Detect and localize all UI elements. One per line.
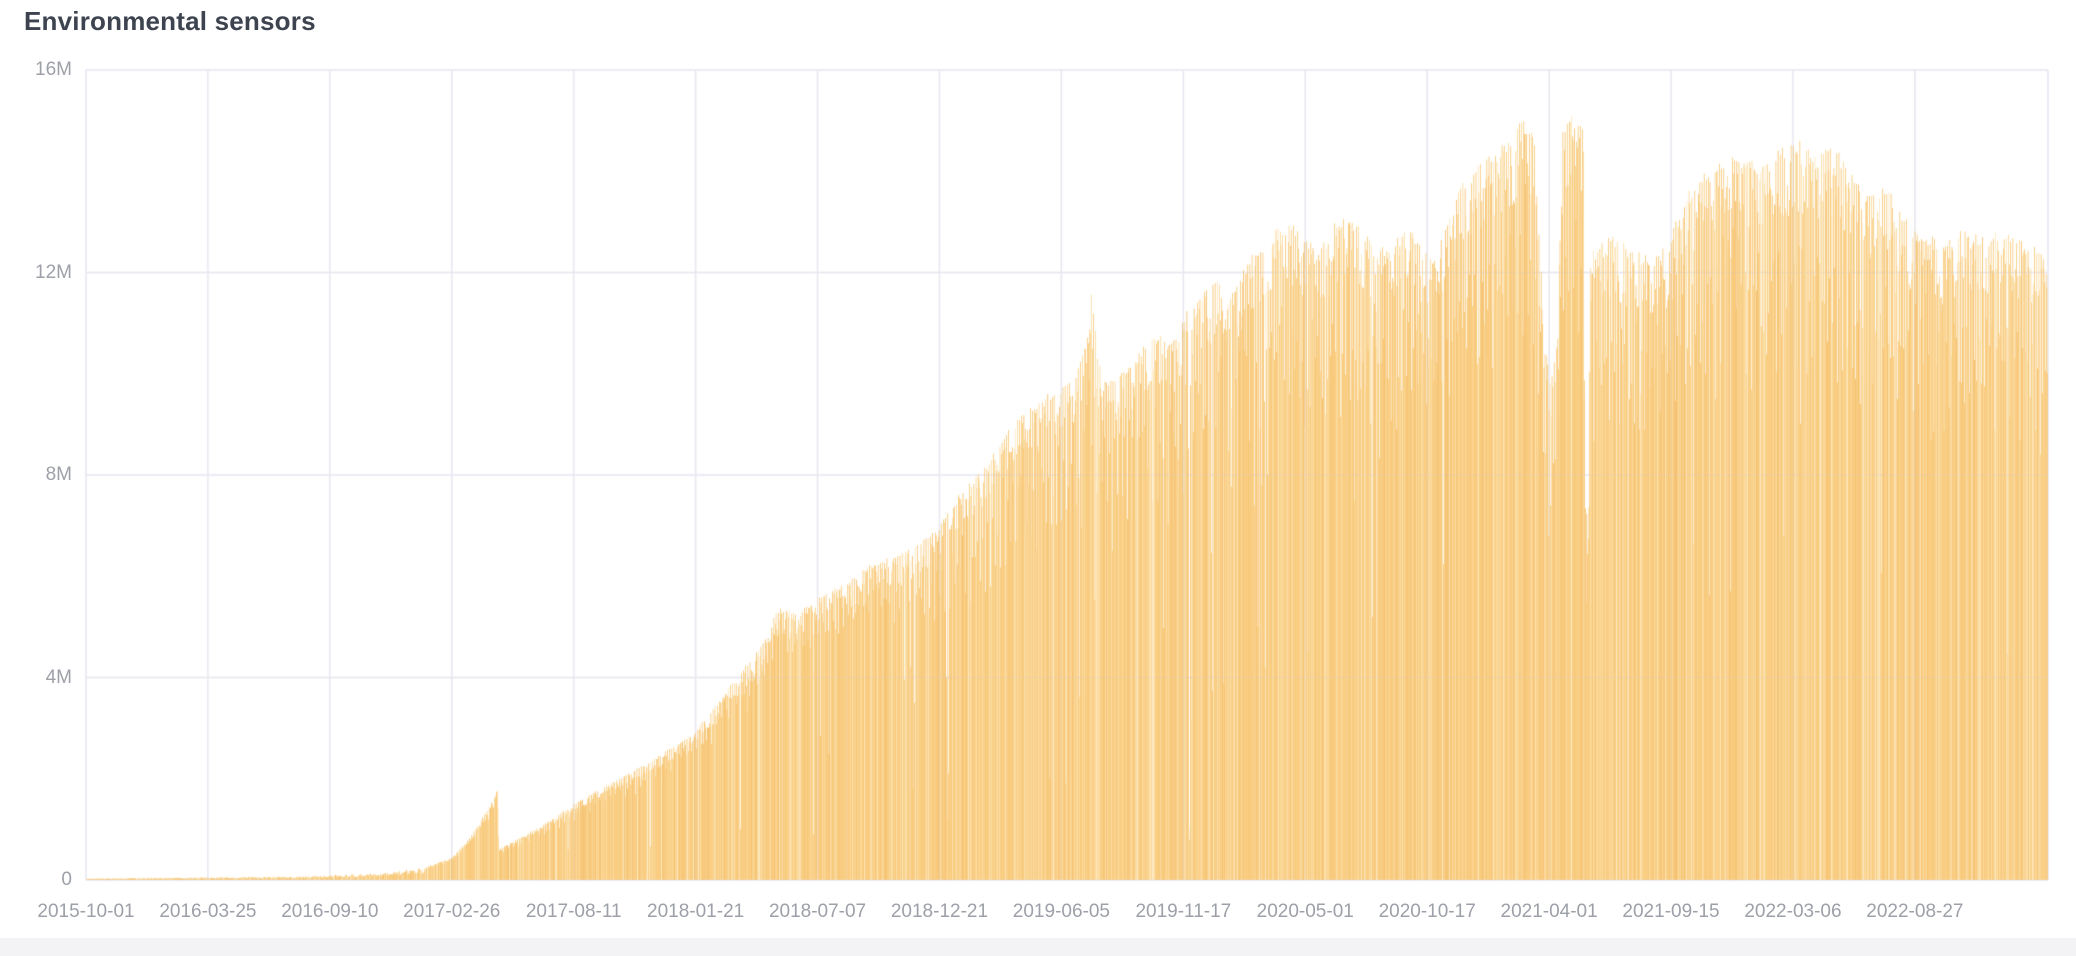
x-tick-label: 2016-03-25 — [159, 901, 257, 922]
x-tick-label: 2022-08-27 — [1866, 901, 1964, 922]
x-tick-label: 2017-08-11 — [525, 901, 622, 922]
bottom-panel-strip — [0, 938, 2076, 956]
x-tick-label: 2021-04-01 — [1500, 901, 1598, 922]
x-tick-label: 2018-01-21 — [647, 901, 745, 922]
x-tick-label: 2020-10-17 — [1378, 901, 1476, 922]
x-tick-label: 2020-05-01 — [1256, 901, 1354, 922]
x-tick-label: 2021-09-15 — [1622, 901, 1720, 922]
y-tick-label: 4M — [45, 666, 72, 688]
x-tick-label: 2017-02-26 — [403, 901, 501, 922]
y-tick-label: 12M — [35, 261, 72, 283]
x-tick-label: 2016-09-10 — [281, 901, 379, 922]
x-tick-label: 2019-11-17 — [1135, 901, 1232, 922]
y-tick-label: 8M — [45, 464, 72, 485]
x-tick-label: 2019-06-05 — [1012, 901, 1110, 922]
x-tick-label: 2018-12-21 — [890, 901, 989, 922]
y-tick-label: 0 — [61, 869, 72, 890]
x-tick-label: 2015-10-01 — [37, 901, 135, 922]
y-tick-label: 16M — [35, 59, 72, 80]
x-tick-label: 2022-03-06 — [1744, 901, 1842, 922]
x-tick-label: 2018-07-07 — [768, 901, 867, 922]
